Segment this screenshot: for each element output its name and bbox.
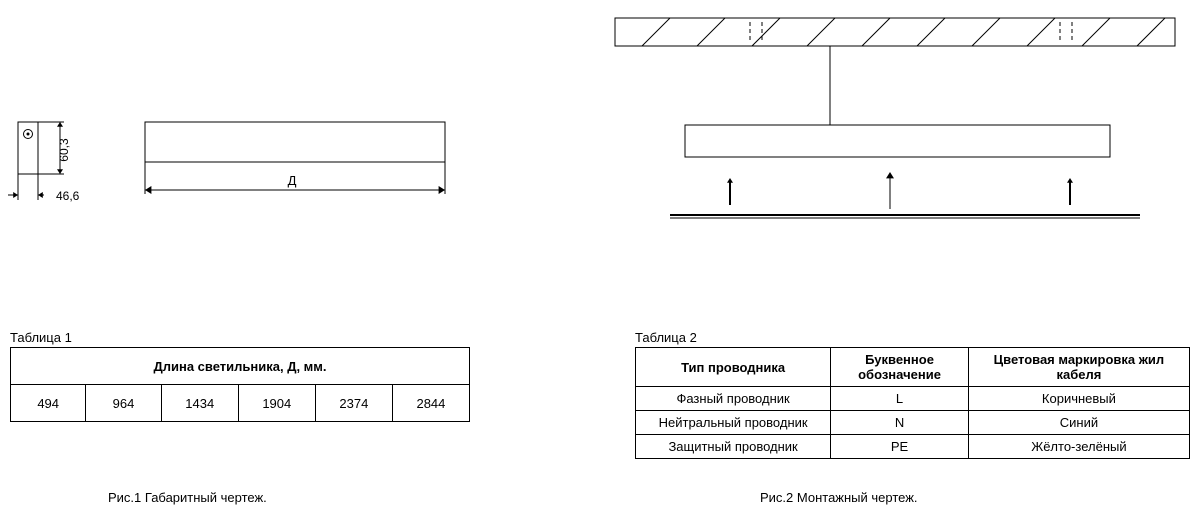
table2-cell: Защитный проводник: [636, 435, 831, 459]
table2-cell: Нейтральный проводник: [636, 411, 831, 435]
table2-label: Таблица 2: [635, 330, 1190, 345]
page: 46,6 60,3 Д Таблица 1 Длина светильника, Д…: [0, 0, 1200, 520]
table1-header: Длина светильника, Д, мм.: [11, 348, 470, 385]
table2-cell: Жёлто-зелёный: [968, 435, 1189, 459]
table2-cell: N: [831, 411, 969, 435]
drawings-svg: 46,6 60,3 Д: [0, 0, 1200, 300]
table2-header-cell: Буквенное обозначение: [831, 348, 969, 387]
table1-label: Таблица 1: [10, 330, 470, 345]
table2-wrap: Таблица 2 Тип проводникаБуквенное обозна…: [635, 330, 1190, 459]
table2-cell: L: [831, 387, 969, 411]
table1-cell: 1904: [238, 385, 315, 422]
table2-cell: Фазный проводник: [636, 387, 831, 411]
table2-header-cell: Цветовая маркировка жил кабеля: [968, 348, 1189, 387]
table2-cell: PE: [831, 435, 969, 459]
table2-header-cell: Тип проводника: [636, 348, 831, 387]
table2-cell: Коричневый: [968, 387, 1189, 411]
table1: Длина светильника, Д, мм.494964143419042…: [10, 347, 470, 422]
fig1-caption: Рис.1 Габаритный чертеж.: [108, 490, 267, 505]
svg-text:60,3: 60,3: [57, 138, 71, 162]
table2-cell: Синий: [968, 411, 1189, 435]
table2: Тип проводникаБуквенное обозначениеЦвето…: [635, 347, 1190, 459]
table1-cell: 964: [86, 385, 161, 422]
table1-cell: 2374: [315, 385, 392, 422]
table1-cell: 494: [11, 385, 86, 422]
svg-text:46,6: 46,6: [56, 189, 80, 203]
table1-cell: 2844: [392, 385, 469, 422]
fig2-caption: Рис.2 Монтажный чертеж.: [760, 490, 918, 505]
table1-cell: 1434: [161, 385, 238, 422]
table1-wrap: Таблица 1 Длина светильника, Д, мм.49496…: [10, 330, 470, 422]
svg-text:Д: Д: [288, 173, 297, 188]
